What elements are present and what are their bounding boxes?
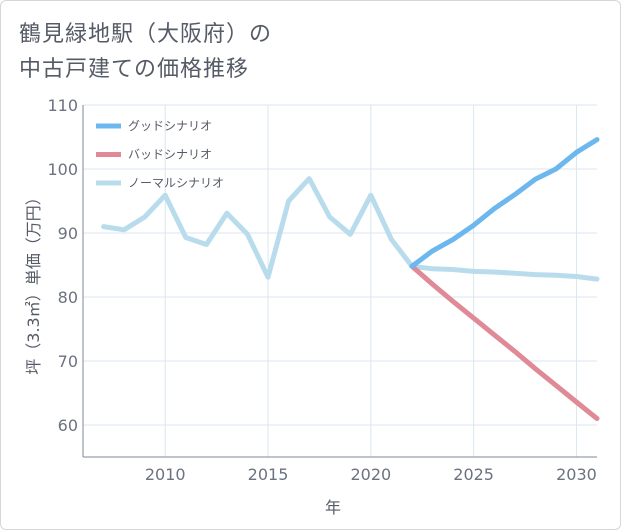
y-tick-label-80: 80 (58, 288, 78, 307)
x-tick-label-2030: 2030 (556, 465, 597, 484)
y-tick-label-70: 70 (58, 352, 78, 371)
x-tick-label-2020: 2020 (350, 465, 391, 484)
legend-label-2: ノーマルシナリオ (128, 176, 224, 190)
chart-title: 鶴見緑地駅（大阪府）の 中古戸建ての価格推移 (19, 17, 272, 87)
series-line-1 (409, 263, 600, 422)
y-tick-label-60: 60 (58, 416, 78, 435)
series-lines (101, 137, 600, 422)
y-tick-label-110: 110 (47, 96, 78, 115)
x-axis-label: 年 (325, 498, 341, 517)
y-axis-label: 坪（3.3㎡）単価（万円） (24, 189, 43, 374)
x-tick-label-2025: 2025 (453, 465, 494, 484)
x-tick-label-2015: 2015 (248, 465, 289, 484)
legend-label-0: グッドシナリオ (128, 119, 212, 133)
axes: 60 70 80 90 100 110 2010 2015 2020 2025 2030 (47, 96, 597, 484)
legend-label-1: バッドシナリオ (128, 148, 212, 162)
series-line-2 (101, 176, 600, 282)
y-tick-label-100: 100 (47, 160, 78, 179)
x-tick-label-2010: 2010 (145, 465, 186, 484)
title-line-1: 鶴見緑地駅（大阪府）の (19, 22, 273, 47)
title-line-2: 中古戸建ての価格推移 (19, 57, 250, 82)
series-line-0 (409, 137, 600, 269)
y-tick-label-90: 90 (58, 224, 78, 243)
grid (83, 104, 597, 457)
